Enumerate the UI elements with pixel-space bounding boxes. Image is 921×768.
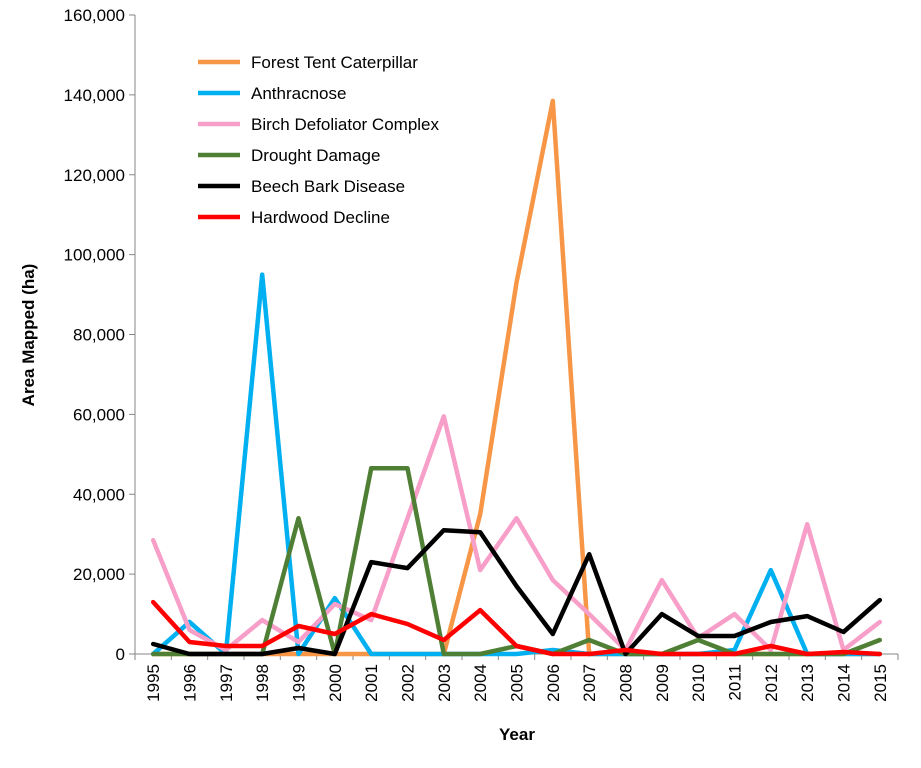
y-tick-label: 160,000 bbox=[64, 6, 125, 25]
legend: Forest Tent Caterpillar Anthracnose Birch … bbox=[198, 53, 440, 227]
y-tick-label: 120,000 bbox=[64, 166, 125, 185]
y-axis-title: Area Mapped (ha) bbox=[19, 264, 38, 407]
series-line-beech-bark-disease bbox=[150, 527, 883, 657]
x-tick-label: 1996 bbox=[181, 664, 200, 702]
series-line-anthracnose bbox=[150, 272, 883, 657]
y-tick-label: 0 bbox=[116, 645, 125, 664]
legend-label: Anthracnose bbox=[251, 84, 346, 103]
x-tick-label: 2010 bbox=[689, 664, 708, 702]
y-tick-label: 60,000 bbox=[73, 405, 125, 424]
x-tick-labels: 1995 1996 1997 1998 1999 2000 2001 2002 2003 2004… bbox=[144, 664, 890, 702]
y-tick-label: 140,000 bbox=[64, 86, 125, 105]
legend-label: Drought Damage bbox=[251, 146, 380, 165]
series-line-birch-defoliator-complex bbox=[150, 414, 883, 653]
y-tick-label: 40,000 bbox=[73, 485, 125, 504]
x-tick-label: 2011 bbox=[726, 664, 745, 701]
series-line-hardwood-decline bbox=[150, 599, 883, 657]
y-tick-labels: 0 20,000 40,000 60,000 80,000 100,000 120,000 1… bbox=[64, 6, 125, 664]
y-tick-label: 80,000 bbox=[73, 326, 125, 345]
y-tick-label: 20,000 bbox=[73, 565, 125, 584]
x-tick-label: 2001 bbox=[362, 664, 381, 702]
x-tick-label: 2000 bbox=[326, 664, 345, 702]
x-tick-label: 2014 bbox=[835, 664, 854, 702]
x-tick-label: 1995 bbox=[144, 664, 163, 702]
x-tick-label: 2004 bbox=[471, 664, 490, 702]
series-lines bbox=[150, 98, 883, 657]
x-tick-label: 2012 bbox=[762, 664, 781, 702]
x-tick-label: 2009 bbox=[653, 664, 672, 702]
x-tick-label: 2003 bbox=[435, 664, 454, 702]
x-tick-label: 2002 bbox=[399, 664, 418, 702]
x-tick-label: 1997 bbox=[217, 664, 236, 702]
y-tick-label: 100,000 bbox=[64, 246, 125, 265]
series-line-drought-damage bbox=[150, 466, 883, 657]
legend-label: Birch Defoliator Complex bbox=[251, 115, 440, 134]
axes bbox=[129, 14, 899, 660]
x-tick-label: 1998 bbox=[253, 664, 272, 702]
legend-label: Beech Bark Disease bbox=[251, 177, 405, 196]
x-tick-label: 2013 bbox=[798, 664, 817, 702]
x-tick-label: 2005 bbox=[508, 664, 527, 702]
legend-label: Forest Tent Caterpillar bbox=[251, 53, 418, 72]
x-tick-label: 2007 bbox=[580, 664, 599, 702]
legend-label: Hardwood Decline bbox=[251, 208, 390, 227]
x-tick-label: 2015 bbox=[871, 664, 890, 702]
x-tick-label: 1999 bbox=[290, 664, 309, 702]
x-tick-label: 2006 bbox=[544, 664, 563, 702]
x-axis-title: Year bbox=[499, 725, 535, 744]
x-tick-label: 2008 bbox=[617, 664, 636, 702]
